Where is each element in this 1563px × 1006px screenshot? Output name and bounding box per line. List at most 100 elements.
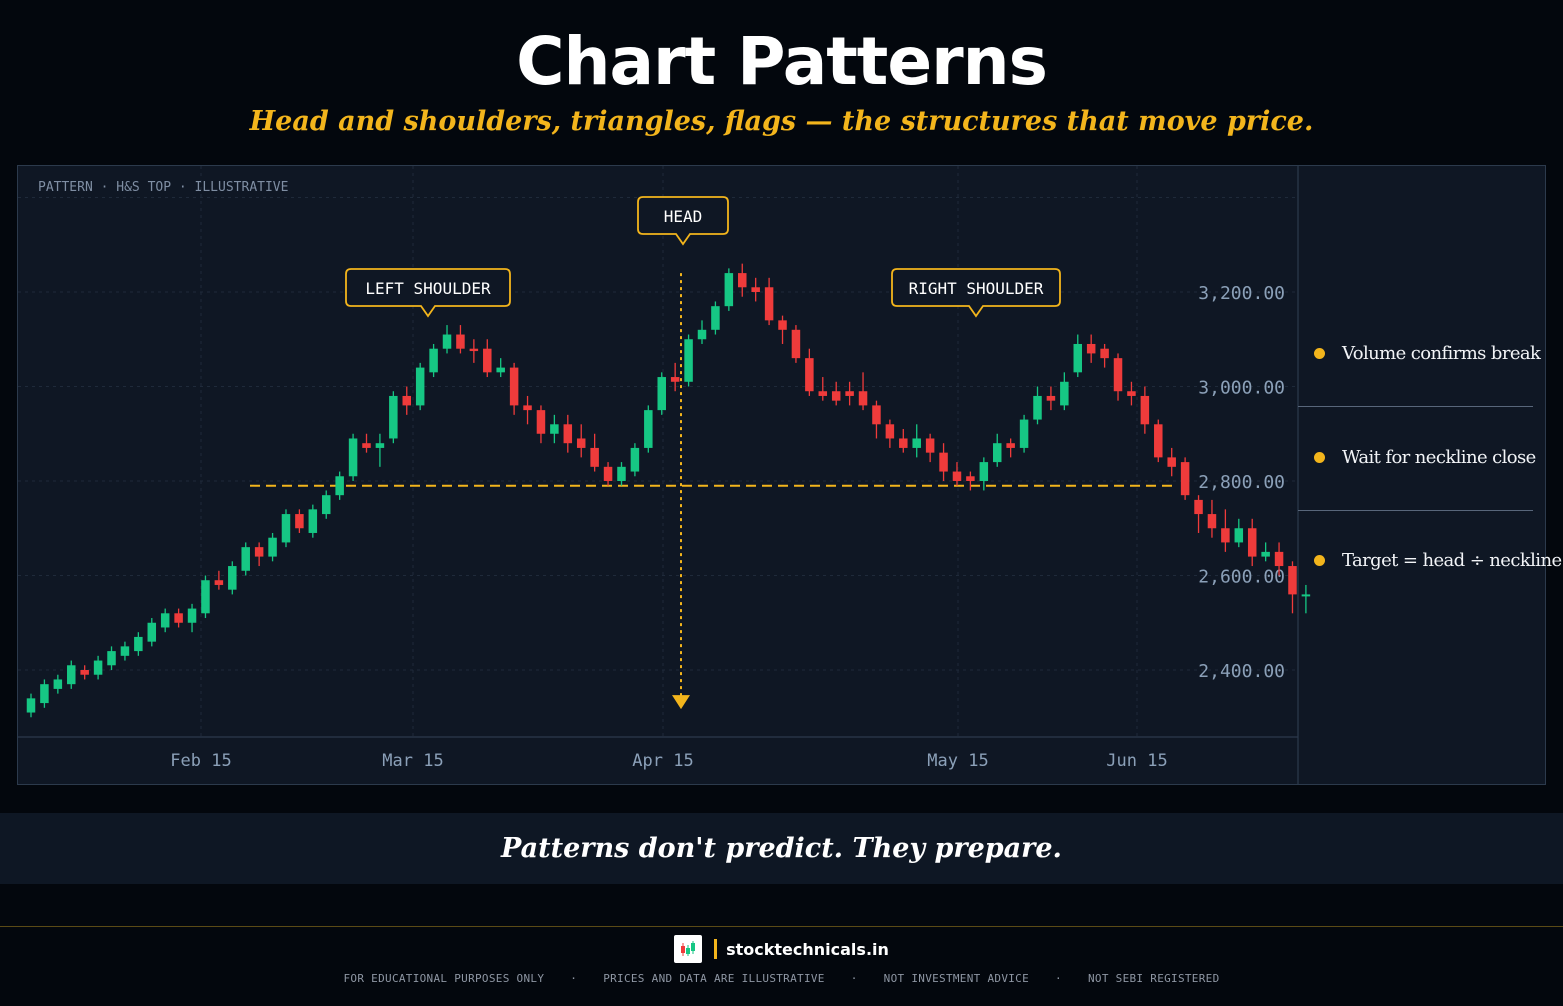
quote-band: Patterns don't predict. They prepare.	[0, 813, 1563, 884]
candle-bear	[885, 424, 895, 439]
note-text: Volume confirms break	[1342, 343, 1541, 364]
x-tick-label: Jun 15	[1106, 751, 1167, 771]
annotation-callout	[637, 196, 729, 246]
candle-bear	[831, 391, 841, 401]
disclaimer-row: FOR EDUCATIONAL PURPOSES ONLY · PRICES AND…	[0, 972, 1563, 985]
candle-bull	[107, 651, 116, 666]
disclaimer-item: FOR EDUCATIONAL PURPOSES ONLY	[343, 972, 545, 985]
candle-bear	[1006, 443, 1015, 448]
footer-divider	[0, 926, 1563, 927]
candle-bull	[1060, 381, 1069, 406]
candle-bear	[1180, 462, 1190, 496]
candle-bear	[563, 424, 573, 444]
candle-bull	[1234, 528, 1244, 543]
candle-bear	[603, 466, 613, 481]
candle-bear	[590, 447, 599, 467]
candle-bull	[657, 377, 666, 411]
y-tick-label: 2,600.00	[1198, 567, 1285, 588]
candle-bull	[201, 580, 210, 614]
candle-bull	[67, 665, 76, 685]
footer-brand[interactable]: stocktechnicals.in	[0, 934, 1563, 964]
candle-bear	[778, 320, 787, 330]
candle-bear	[509, 367, 519, 406]
brand-accent-bar	[714, 939, 718, 959]
candle-bull	[134, 636, 143, 652]
candle-bear	[738, 273, 747, 288]
candle-bear	[469, 348, 479, 352]
x-tick-label: Mar 15	[382, 751, 443, 771]
disclaimer-item: NOT SEBI REGISTERED	[1087, 972, 1220, 985]
candle-bear	[939, 452, 948, 472]
note-divider	[1298, 406, 1533, 407]
disclaimer-separator: ·	[1055, 972, 1062, 985]
brand-name[interactable]: stocktechnicals.in	[726, 939, 889, 959]
candle-bear	[536, 410, 546, 434]
candle-bull	[550, 424, 559, 434]
candle-bull	[335, 476, 344, 496]
candle-bull	[160, 613, 170, 628]
candle-bull	[228, 566, 237, 590]
candle-bull	[1033, 395, 1042, 420]
candle-bull	[389, 395, 398, 439]
candle-bull	[268, 537, 277, 557]
candle-bull	[415, 367, 425, 406]
annotation-callout	[891, 268, 1061, 318]
candle-bear	[952, 471, 962, 481]
annotation-callout	[345, 268, 511, 318]
bullet-dot-icon	[1314, 555, 1325, 566]
candle-bear	[1167, 457, 1176, 467]
target-arrow-head	[672, 695, 690, 710]
candle-bear	[1221, 528, 1230, 543]
candle-bear	[858, 391, 868, 406]
x-tick-label: May 15	[927, 751, 988, 771]
candle-bear	[1154, 424, 1163, 458]
note-text: Target = head ÷ neckline	[1342, 550, 1562, 571]
annotation-label: RIGHT SHOULDER	[909, 279, 1044, 298]
candle-bull	[1261, 551, 1270, 557]
candle-bear	[966, 476, 975, 481]
candle-bull	[375, 443, 385, 448]
annotation-label: LEFT SHOULDER	[365, 279, 491, 298]
candle-bull	[442, 334, 452, 349]
disclaimer-separator: ·	[850, 972, 858, 985]
candle-bull	[26, 698, 36, 713]
candle-bull	[241, 547, 250, 571]
candlestick-logo-icon	[674, 935, 703, 963]
candle-bull	[711, 306, 720, 330]
candle-bear	[872, 405, 881, 425]
candle-bear	[818, 391, 828, 396]
candle-bear	[1140, 395, 1150, 425]
y-tick-label: 2,800.00	[1198, 472, 1285, 493]
candle-bear	[254, 547, 264, 557]
candle-bull	[120, 646, 130, 656]
candle-bear	[523, 405, 532, 411]
candle-bear	[1046, 395, 1056, 401]
candle-bull	[644, 410, 653, 448]
note-neckline: Wait for neckline close	[1298, 406, 1536, 509]
candle-bull	[979, 462, 989, 481]
candle-bear	[899, 438, 908, 448]
candle-bear	[483, 348, 492, 373]
candle-bear	[764, 287, 774, 321]
y-tick-label: 2,400.00	[1198, 661, 1285, 682]
candle-bull	[429, 348, 438, 373]
annotation-label: HEAD	[664, 207, 703, 226]
disclaimer-separator: ·	[570, 972, 578, 985]
candle-bear	[80, 670, 89, 675]
candle-bear	[362, 443, 371, 448]
candle-bear	[1194, 499, 1203, 515]
chart-caption: PATTERN · H&S TOP · ILLUSTRATIVE	[38, 180, 288, 195]
candle-bear	[1127, 391, 1136, 396]
candle-bull	[617, 466, 626, 481]
y-tick-label: 3,000.00	[1198, 378, 1285, 399]
candle-bull	[912, 438, 921, 448]
candle-bear	[1207, 514, 1217, 529]
candle-bear	[1113, 358, 1123, 392]
candle-bear	[1288, 566, 1297, 595]
candle-bull	[496, 367, 505, 373]
note-target: Target = head ÷ neckline	[1298, 509, 1562, 612]
candle-bear	[925, 438, 935, 453]
candle-bull	[684, 339, 693, 382]
candle-bull	[308, 509, 318, 533]
candle-bull	[1019, 419, 1029, 448]
